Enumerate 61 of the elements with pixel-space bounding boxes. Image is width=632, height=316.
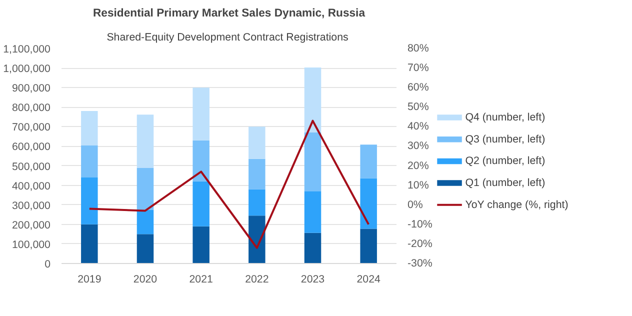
line-series	[88, 120, 370, 249]
y2-tick-label: 30%	[408, 140, 430, 152]
y2-tick-label: 60%	[408, 82, 430, 94]
y2-tick-label: 70%	[408, 62, 430, 74]
x-tick-label: 2024	[356, 274, 381, 286]
y-tick-label: 200,000	[12, 219, 51, 232]
y-tick-label: 1,000,000	[3, 63, 51, 76]
bar	[360, 144, 377, 178]
y-tick-label: 800,000	[12, 102, 51, 114]
y2-tick-label: 10%	[408, 179, 430, 192]
y-tick-label: 1,100,000	[3, 44, 51, 56]
y-tick-label: 900,000	[12, 82, 51, 95]
chart-subtitle: Shared-Equity Development Contract Registrations	[106, 32, 348, 44]
y2-tick-label: 80%	[408, 42, 430, 54]
bar	[136, 210, 154, 234]
bar	[248, 189, 266, 216]
x-tick-label: 2023	[300, 274, 325, 286]
y-tick-label: 700,000	[12, 122, 51, 134]
legend-label: YoY change (%, right)	[465, 198, 568, 211]
y2-tick-label: -20%	[408, 238, 433, 250]
bar	[304, 132, 322, 192]
y-tick-label: 300,000	[12, 200, 51, 212]
legend-label: Q4 (number, left)	[465, 112, 546, 124]
chart-title: Residential Primary Market Sales Dynamic, Russia	[93, 8, 366, 20]
x-tick-label: 2020	[133, 274, 158, 286]
legend-label: Q3 (number, left)	[465, 133, 546, 146]
bar	[81, 111, 98, 146]
bar	[304, 232, 322, 264]
x-tick-label: 2019	[78, 274, 102, 286]
bar	[192, 140, 210, 182]
bar	[192, 226, 210, 264]
bar	[360, 178, 377, 229]
legend-label: Q1 (number, left)	[465, 177, 546, 190]
y-tick-label: 100,000	[12, 238, 51, 251]
y2-tick-label: 50%	[408, 101, 430, 114]
y-tick-label: 600,000	[12, 141, 51, 154]
y-tick-label: 400,000	[12, 180, 51, 192]
bar	[81, 178, 98, 224]
y-tick-label: 0	[44, 258, 51, 270]
y2-tick-label: 20%	[408, 160, 430, 172]
y2-tick-label: 40%	[408, 120, 430, 133]
bar	[81, 145, 98, 178]
bar	[360, 228, 377, 264]
bar	[248, 126, 266, 159]
y2-tick-label: -10%	[408, 218, 433, 230]
bar	[192, 181, 210, 226]
x-tick-label: 2021	[189, 274, 214, 286]
y-tick-label: 500,000	[12, 160, 51, 173]
bar	[136, 114, 154, 168]
bar	[136, 168, 154, 210]
bar	[248, 158, 266, 190]
bar	[136, 234, 154, 264]
y2-tick-label: 0%	[408, 198, 424, 211]
x-tick-label: 2022	[245, 274, 269, 286]
y2-tick-label: -30%	[408, 258, 433, 270]
bar	[304, 67, 322, 133]
bar	[248, 216, 266, 264]
legend-label: Q2 (number, left)	[465, 155, 546, 168]
bar	[192, 88, 210, 140]
bar	[304, 191, 322, 233]
bar	[81, 224, 98, 264]
